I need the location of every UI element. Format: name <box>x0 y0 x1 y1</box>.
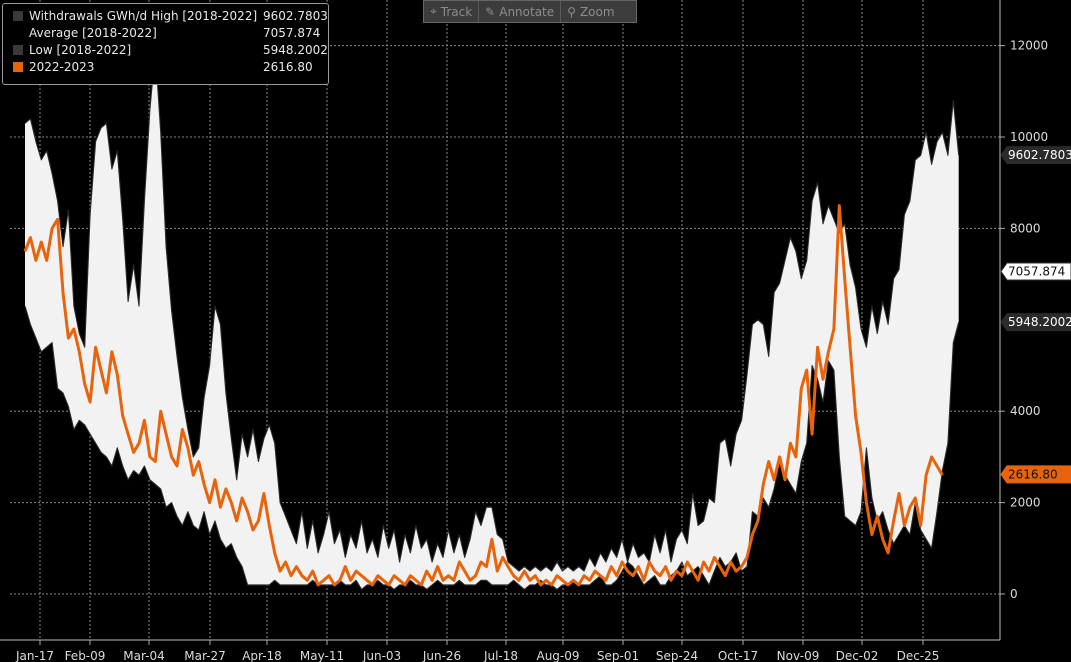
legend-value-low: 5948.2002 <box>263 43 328 57</box>
annotate-label: Annotate <box>499 4 555 19</box>
annotate-button[interactable]: ✎ Annotate <box>478 1 560 22</box>
zoom-label: Zoom <box>579 4 615 19</box>
legend-name-low: Low [2018-2022] <box>29 43 132 57</box>
current-series-line <box>23 204 944 587</box>
x-tick-label: Apr-18 <box>242 649 282 662</box>
legend-swatch-low <box>13 45 23 55</box>
track-button[interactable]: ⌖ Track <box>424 1 478 22</box>
end-label-text: 9602.7803 <box>1008 148 1071 162</box>
legend-item-current: 2022-2023 2616.80 <box>3 59 328 75</box>
magnifier-icon: ⚲ <box>567 4 576 19</box>
series-lines <box>23 49 960 590</box>
end-label-text: 2616.80 <box>1008 467 1058 481</box>
end-label-box <box>1000 262 1071 281</box>
end-label-box <box>1000 465 1071 484</box>
legend-swatch-current <box>13 62 23 72</box>
end-label-box <box>1000 313 1071 332</box>
y-tick-label: 0 <box>1010 587 1018 601</box>
y-tick-label: 2000 <box>1010 496 1041 510</box>
legend-value-current: 2616.80 <box>263 60 313 74</box>
x-tick-label: Sep-01 <box>597 649 639 662</box>
legend-name-high: Withdrawals GWh/d High [2018-2022] <box>29 9 258 23</box>
legend-item-low: Low [2018-2022] 5948.2002 <box>3 42 328 58</box>
end-label-text: 7057.874 <box>1008 264 1065 278</box>
pencil-icon: ✎ <box>485 4 496 19</box>
legend-swatch-high <box>13 11 23 21</box>
y-tick-label: 12000 <box>1010 39 1048 53</box>
legend-value-average: 7057.874 <box>263 26 321 40</box>
y-tick-label: 10000 <box>1010 130 1048 144</box>
x-tick-label: Mar-27 <box>184 649 225 662</box>
crosshair-icon: ⌖ <box>430 4 437 18</box>
x-tick-label: Oct-17 <box>718 649 758 662</box>
y-tick-label: 8000 <box>1010 221 1041 235</box>
track-label: Track <box>440 4 473 19</box>
y-end-labels: 9602.7803 7057.874 5948.2002 2616.80 <box>1000 146 1071 484</box>
x-tick-label: Dec-25 <box>897 649 940 662</box>
legend-name-current: 2022-2023 <box>29 60 95 74</box>
x-tick-label: Dec-02 <box>836 649 879 662</box>
x-tick-label: Aug-09 <box>536 649 579 662</box>
range-band <box>25 50 959 590</box>
x-tick-label: Sep-24 <box>656 649 698 662</box>
low-series-line <box>24 305 960 590</box>
high-series-line <box>24 49 960 572</box>
x-tick-label: Feb-09 <box>65 649 106 662</box>
legend-name-average: Average [2018-2022] <box>29 26 157 40</box>
x-tick-label: Mar-04 <box>123 649 164 662</box>
legend-item-average: Average [2018-2022] 7057.874 <box>3 25 328 41</box>
x-tick-label: Jun-26 <box>422 649 461 662</box>
y-axis: 0 2000 4000 8000 10000 12000 <box>999 0 1048 640</box>
x-tick-label: Nov-09 <box>777 649 820 662</box>
chart-toolbar: ⌖ Track ✎ Annotate ⚲ Zoom <box>423 0 637 23</box>
legend-value-high: 9602.7803 <box>263 9 328 23</box>
x-axis: Jan-17 Feb-09 Mar-04 Mar-27 Apr-18 May-11 Jun-… <box>0 639 1000 662</box>
high-low-band <box>25 50 959 590</box>
y-tick-label: 4000 <box>1010 404 1041 418</box>
end-label-box <box>1000 146 1071 165</box>
x-tick-label: May-11 <box>300 649 344 662</box>
legend: Withdrawals GWh/d High [2018-2022] 9602.… <box>2 3 329 85</box>
zoom-button[interactable]: ⚲ Zoom <box>560 1 620 22</box>
end-label-text: 5948.2002 <box>1008 315 1071 329</box>
x-tick-label: Jul-18 <box>483 649 518 662</box>
legend-item-high: Withdrawals GWh/d High [2018-2022] 9602.… <box>3 8 328 24</box>
x-tick-label: Jun-03 <box>362 649 401 662</box>
x-tick-label: Jan-17 <box>15 649 54 662</box>
